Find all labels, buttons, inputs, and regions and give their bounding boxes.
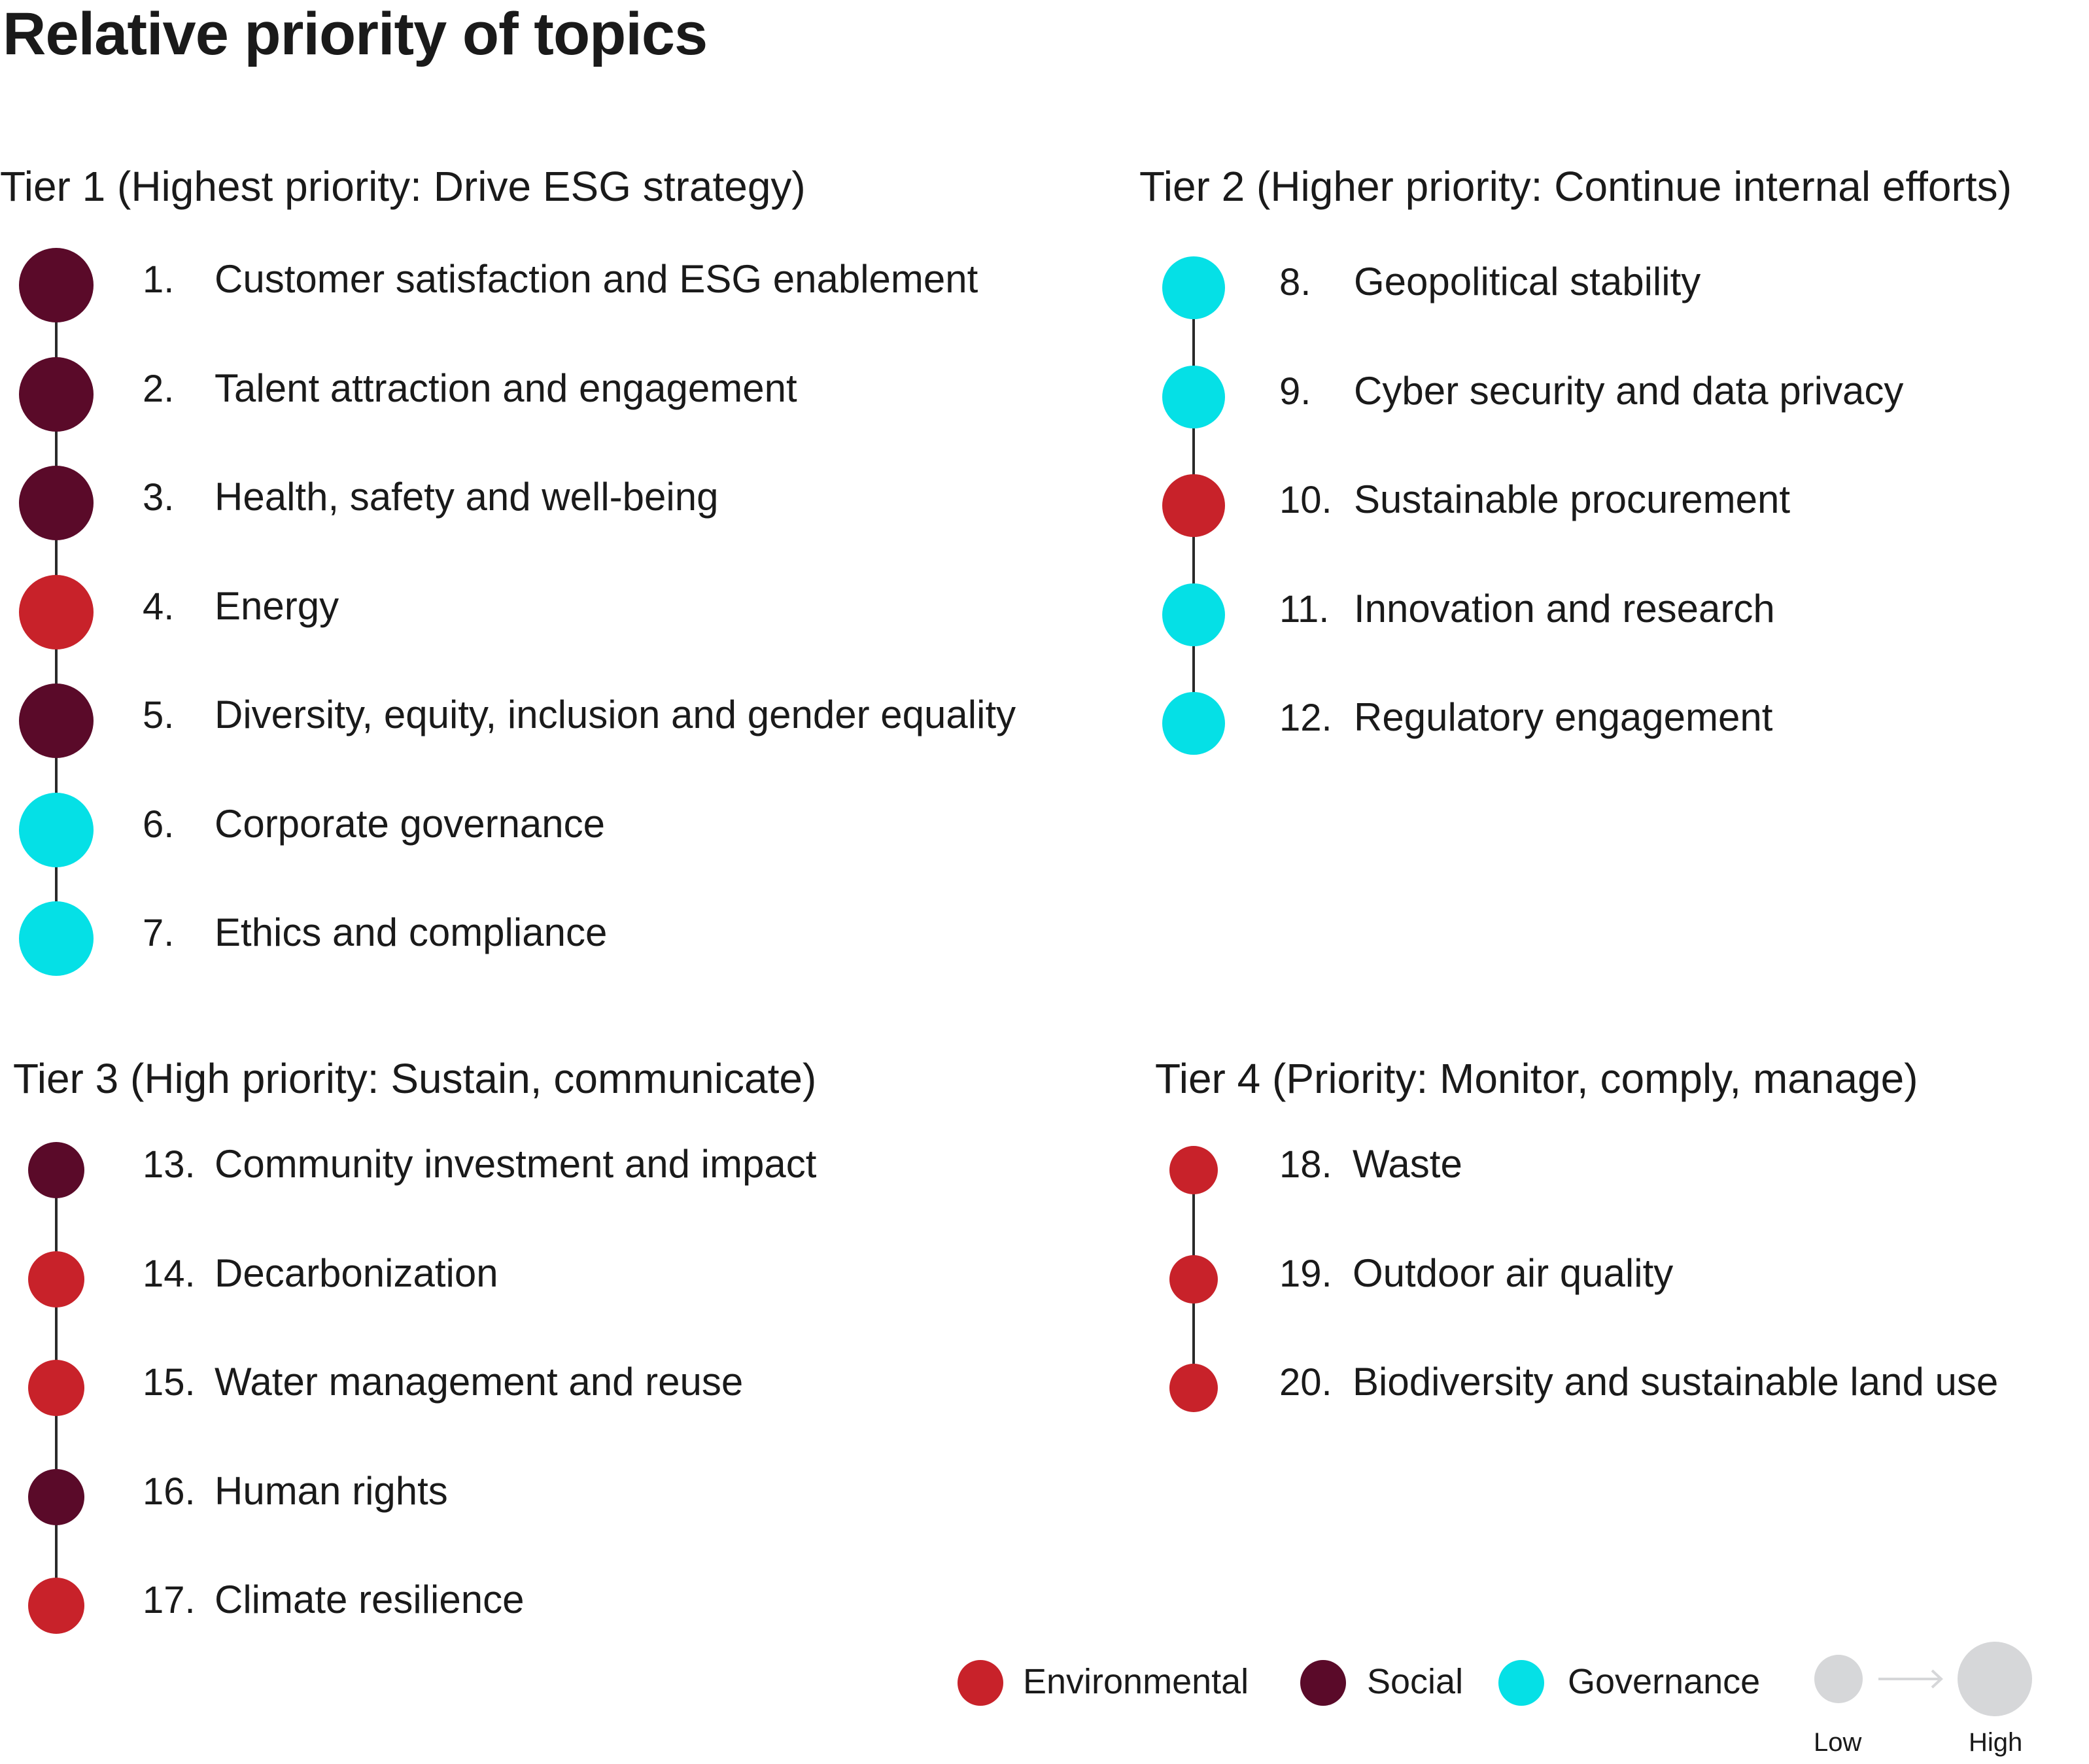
- topic-dot-environmental: [1169, 1254, 1218, 1304]
- topic-label: Geopolitical stability: [1354, 260, 1701, 303]
- topic-number: 6.: [143, 803, 175, 846]
- topic-number: 3.: [143, 476, 175, 519]
- topic-label: Regulatory engagement: [1354, 695, 1773, 739]
- scale-low-dot: [1814, 1655, 1863, 1703]
- topic-label: Innovation and research: [1354, 586, 1775, 631]
- topic-dot-governance: [1162, 692, 1225, 755]
- topic-dot-social: [28, 1468, 84, 1525]
- topic-label: Energy: [215, 583, 339, 628]
- topic-number: 8.: [1279, 261, 1311, 303]
- topic-dot-governance: [19, 901, 94, 976]
- topic-number: 7.: [143, 912, 175, 954]
- topic-number: 16.: [143, 1470, 196, 1513]
- legend-environmental-label: Environmental: [1023, 1662, 1249, 1701]
- topic-label: Customer satisfaction and ESG enablement: [215, 257, 978, 301]
- topic-dot-environmental: [28, 1578, 84, 1634]
- page-title: Relative priority of topics: [3, 1, 708, 67]
- topic-number: 14.: [143, 1252, 196, 1295]
- topic-number: 12.: [1279, 697, 1332, 739]
- topic-label: Outdoor air quality: [1353, 1251, 1674, 1295]
- topic-label: Ethics and compliance: [215, 910, 608, 954]
- topic-number: 13.: [143, 1143, 196, 1186]
- topic-label: Corporate governance: [215, 801, 606, 846]
- tier-heading: Tier 3 (High priority: Sustain, communic…: [13, 1055, 817, 1102]
- topic-number: 10.: [1279, 479, 1332, 521]
- arrow-right-icon: [1878, 1669, 1943, 1689]
- topic-dot-environmental: [28, 1360, 84, 1416]
- topic-dot-governance: [1162, 583, 1225, 646]
- tier-heading: Tier 2 (Higher priority: Continue intern…: [1139, 163, 2012, 210]
- topic-number: 4.: [143, 585, 175, 628]
- tier-heading: Tier 1 (Highest priority: Drive ESG stra…: [0, 163, 806, 210]
- topic-dot-social: [19, 466, 94, 540]
- topic-dot-environmental: [1169, 1364, 1218, 1412]
- topic-label: Climate resilience: [215, 1578, 525, 1621]
- topic-number: 18.: [1279, 1143, 1332, 1186]
- scale-low-label: Low: [1814, 1728, 1862, 1757]
- topic-number: 9.: [1279, 370, 1311, 413]
- scale-high-dot: [1958, 1642, 2032, 1716]
- topic-number: 5.: [143, 694, 175, 736]
- topic-label: Health, safety and well-being: [215, 475, 719, 519]
- topic-label: Community investment and impact: [215, 1142, 817, 1186]
- topic-dot-social: [19, 356, 94, 432]
- topic-label: Human rights: [215, 1468, 448, 1513]
- topic-dot-governance: [1162, 365, 1225, 428]
- topic-number: 1.: [143, 258, 175, 301]
- topic-label: Biodiversity and sustainable land use: [1353, 1360, 1999, 1404]
- topic-label: Waste: [1353, 1142, 1462, 1186]
- legend-governance-dot: [1498, 1660, 1544, 1706]
- tier-heading: Tier 4 (Priority: Monitor, comply, manag…: [1155, 1055, 1918, 1102]
- legend-social-label: Social: [1367, 1662, 1464, 1701]
- topic-number: 11.: [1279, 587, 1330, 631]
- topic-dot-environmental: [1169, 1146, 1218, 1194]
- topic-label: Water management and reuse: [215, 1360, 744, 1404]
- legend-governance-label: Governance: [1568, 1662, 1761, 1701]
- topic-dot-environmental: [19, 574, 94, 649]
- topic-label: Sustainable procurement: [1354, 477, 1791, 521]
- topic-number: 19.: [1279, 1252, 1332, 1295]
- topic-number: 15.: [143, 1361, 196, 1404]
- topic-number: 20.: [1279, 1361, 1332, 1404]
- topic-dot-social: [28, 1142, 84, 1198]
- topic-dot-environmental: [28, 1251, 84, 1307]
- topic-number: 17.: [143, 1579, 196, 1621]
- topic-label: Decarbonization: [215, 1251, 498, 1295]
- topic-dot-governance: [19, 792, 94, 867]
- topic-label: Cyber security and data privacy: [1354, 368, 1904, 413]
- scale-high-label: High: [1969, 1728, 2023, 1757]
- topic-label: Talent attraction and engagement: [215, 366, 797, 410]
- topic-dot-governance: [1162, 256, 1225, 319]
- legend-social-dot: [1300, 1660, 1346, 1706]
- topic-dot-social: [19, 683, 94, 758]
- topic-label: Diversity, equity, inclusion and gender …: [215, 693, 1016, 736]
- topic-number: 2.: [143, 367, 175, 410]
- topic-dot-environmental: [1162, 474, 1225, 537]
- topic-dot-social: [19, 248, 94, 322]
- legend-environmental-dot: [958, 1660, 1003, 1706]
